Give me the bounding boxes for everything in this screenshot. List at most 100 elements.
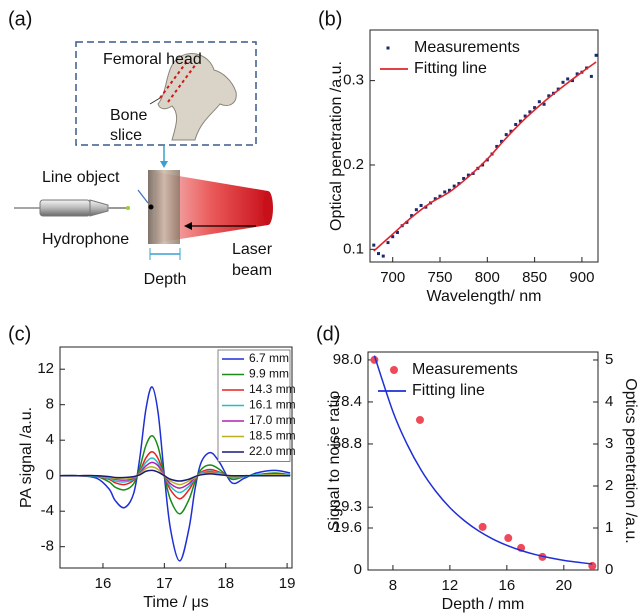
femur xyxy=(157,53,237,141)
x-tick-label: 20 xyxy=(555,577,572,594)
legend-label: 6.7 mm xyxy=(249,351,289,365)
legend-label: 16.1 mm xyxy=(249,398,296,412)
y2-tick-label: 0 xyxy=(605,561,613,578)
point xyxy=(523,114,527,118)
femoral-head-label: Femoral head xyxy=(103,51,202,68)
legend-swatch xyxy=(386,46,390,50)
point xyxy=(556,87,560,91)
point xyxy=(495,144,499,148)
x-tick-label: 850 xyxy=(522,269,547,286)
point xyxy=(504,534,513,543)
x-tick-label: 900 xyxy=(569,269,594,286)
legend-label: Measurements xyxy=(412,361,518,378)
y-tick-label: 0.3 xyxy=(343,72,364,89)
point xyxy=(542,102,546,106)
x-tick-label: 800 xyxy=(475,269,500,286)
y-tick-label: 78.4 xyxy=(333,393,362,410)
point xyxy=(466,173,470,177)
x-tick-label: 12 xyxy=(442,577,459,594)
y-tick-label: 0.2 xyxy=(343,156,364,173)
arrow-head xyxy=(184,222,192,230)
y-tick-label: 8 xyxy=(46,396,54,413)
point xyxy=(575,72,579,76)
slice-line xyxy=(167,63,197,103)
point xyxy=(415,415,424,424)
y2-tick-label: 2 xyxy=(605,477,613,494)
legend: Measurements Fitting line xyxy=(380,39,520,77)
y-tick-label: 58.8 xyxy=(333,435,362,452)
series-line xyxy=(373,355,593,565)
panel-label: (c) xyxy=(8,323,31,345)
y-tick-label: 98.0 xyxy=(333,351,362,368)
y-axis-label: Signal to noise ratio xyxy=(326,391,343,532)
line-object xyxy=(148,204,154,210)
pointer xyxy=(149,97,161,105)
plot-frame xyxy=(367,351,599,571)
y2-tick-label: 5 xyxy=(605,351,613,368)
legend-label: 18.5 mm xyxy=(249,429,296,443)
point xyxy=(410,214,414,218)
point xyxy=(462,176,466,180)
y2-axis-label: Optics penetration /a.u. xyxy=(622,378,639,543)
line-object-label: Line object xyxy=(42,169,120,186)
point xyxy=(443,190,447,194)
laser-beam-label: beam xyxy=(232,262,272,279)
y2-tick-label: 4 xyxy=(605,393,613,410)
arrow xyxy=(137,189,149,204)
point xyxy=(528,110,532,114)
y-tick-label: 0 xyxy=(354,561,362,578)
inset-box xyxy=(75,41,257,146)
y2-tick-label: 3 xyxy=(605,435,613,452)
legend: Measurements Fitting line xyxy=(378,361,518,399)
point xyxy=(561,80,565,84)
y2-tick-label: 1 xyxy=(605,519,613,536)
x-tick-label: 16 xyxy=(95,575,112,592)
point xyxy=(386,241,390,245)
laser-beam-label: Laser xyxy=(232,241,273,258)
chart: (b) 700 750 800 850 900 0.1 0.2 0.3 Wavelength/ n… xyxy=(318,8,599,305)
slice-line xyxy=(159,59,189,99)
point xyxy=(481,163,485,167)
hydrophone-body xyxy=(39,199,91,217)
point xyxy=(514,122,518,126)
legend-label: Fitting line xyxy=(412,382,485,399)
point xyxy=(447,188,451,192)
point xyxy=(570,79,574,83)
legend-label: 22.0 mm xyxy=(249,444,296,458)
x-tick-label: 700 xyxy=(380,269,405,286)
panel-label: (b) xyxy=(318,8,342,30)
y-tick-label: -8 xyxy=(41,538,54,555)
bone-slice-label: slice xyxy=(110,127,142,144)
y-tick-label: 0.1 xyxy=(343,240,364,257)
point xyxy=(504,133,508,137)
beam-end xyxy=(263,191,273,225)
legend-label: 14.3 mm xyxy=(249,382,296,396)
series-line xyxy=(59,457,291,494)
point xyxy=(419,203,423,207)
laser-beam xyxy=(155,172,268,243)
diagram: (a) Femoral head Bone slice Line object … xyxy=(8,8,273,288)
point xyxy=(547,94,551,98)
y-tick-label: -4 xyxy=(41,502,54,519)
depth-label: Depth xyxy=(144,271,187,288)
point xyxy=(414,208,418,212)
point xyxy=(438,194,442,198)
legend-label: 9.9 mm xyxy=(249,367,289,381)
panel-label: (a) xyxy=(8,8,32,30)
y-tick-label: 0 xyxy=(46,467,54,484)
point xyxy=(433,197,437,201)
y-tick-label: 12 xyxy=(37,360,54,377)
series-line xyxy=(60,466,291,486)
x-axis-label: Depth / mm xyxy=(442,596,525,613)
y-tick-label: 19.6 xyxy=(333,519,362,536)
bone-slice-label: Bone xyxy=(110,107,147,124)
hydrophone-tip xyxy=(89,199,109,217)
needle-tip xyxy=(126,206,130,210)
x-tick-label: 18 xyxy=(217,575,234,592)
y-axis-label: Optical penetration /a.u. xyxy=(328,61,345,231)
legend-label: Measurements xyxy=(414,39,520,56)
point xyxy=(395,230,399,234)
arrow-head xyxy=(160,161,168,168)
point xyxy=(589,74,593,78)
